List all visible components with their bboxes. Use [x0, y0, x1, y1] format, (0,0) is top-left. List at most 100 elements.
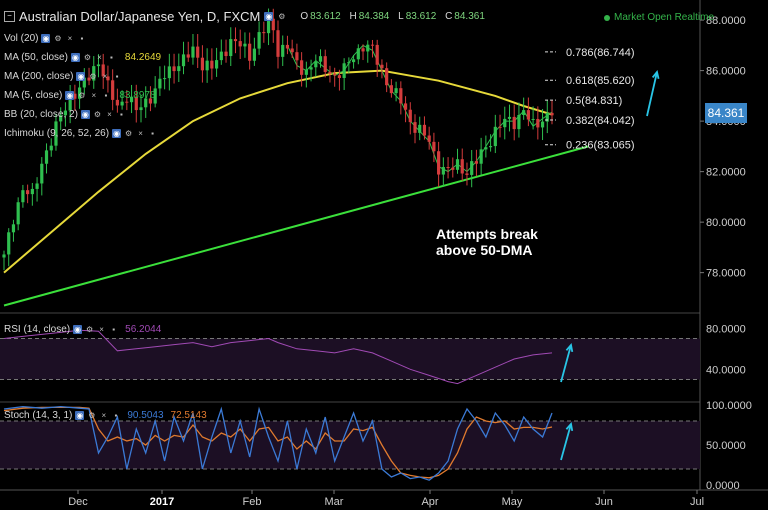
close-icon[interactable]: × — [102, 71, 108, 81]
candle-body — [314, 61, 318, 68]
indicator-row[interactable]: MA (50, close) ◉ ⚙ × ▪ 84.2649 — [4, 50, 161, 64]
candle-body — [82, 77, 86, 88]
more-icon[interactable]: ▪ — [120, 109, 123, 119]
time-axis-label: Feb — [243, 496, 262, 508]
candle-body — [333, 73, 337, 76]
candle-body — [77, 87, 82, 99]
candle-body — [366, 44, 370, 52]
more-icon[interactable]: ▪ — [104, 90, 108, 100]
indicator-row[interactable]: Vol (20) ◉ ⚙ × ▪ — [4, 31, 86, 45]
more-icon[interactable]: ▪ — [114, 411, 118, 420]
close-icon[interactable]: × — [107, 109, 112, 119]
candle-body — [370, 44, 375, 46]
more-icon[interactable]: ▪ — [151, 128, 154, 138]
stoch-label: Stoch (14, 3, 1) — [4, 410, 73, 421]
candle-body — [337, 75, 342, 78]
candlesticks — [2, 8, 554, 271]
more-icon[interactable]: ▪ — [115, 71, 119, 81]
eye-icon[interactable]: ◉ — [76, 71, 86, 81]
eye-icon[interactable]: ◉ — [112, 128, 122, 138]
trend-arrow-shaft — [560, 423, 572, 461]
eye-icon[interactable]: ◉ — [70, 52, 80, 62]
candle-body — [512, 116, 516, 130]
candle-body — [351, 59, 356, 63]
candle-body — [2, 254, 6, 258]
more-icon[interactable]: ▪ — [110, 52, 113, 62]
candle-body — [238, 41, 242, 47]
candle-body — [252, 48, 256, 61]
settings-icon[interactable]: ⚙ — [124, 128, 133, 138]
candle-body — [181, 54, 186, 67]
eye-icon[interactable]: ◉ — [75, 411, 85, 420]
indicator-row[interactable]: MA (5, close) ◉ ⚙ × ▪ 83.8978 — [4, 88, 156, 102]
candle-body — [21, 190, 25, 203]
candle-body — [432, 141, 436, 152]
close-icon[interactable]: × — [138, 128, 143, 138]
close-icon[interactable]: × — [101, 411, 107, 420]
trendline — [3, 145, 589, 307]
indicator-label: MA (5, close) — [4, 89, 63, 101]
settings-icon[interactable]: ⚙ — [278, 11, 286, 21]
fib-level-label: 0.786(86.744) — [566, 47, 635, 59]
rsi-value: 56.2044 — [125, 324, 162, 335]
rsi-band — [0, 338, 700, 380]
candle-body — [474, 161, 479, 164]
time-axis-label: Jul — [690, 496, 704, 508]
candle-body — [526, 110, 530, 120]
eye-icon[interactable]: ◉ — [73, 325, 83, 334]
close-icon[interactable]: × — [97, 52, 102, 62]
indicator-row[interactable]: BB (20, close, 2) ◉ ⚙ × ▪ — [4, 107, 126, 121]
candle-body — [59, 115, 63, 122]
candle-body — [266, 18, 271, 34]
candle-body — [389, 85, 393, 94]
settings-icon[interactable]: ⚙ — [83, 52, 91, 62]
eye-icon[interactable]: ◉ — [264, 11, 274, 21]
settings-icon[interactable]: ⚙ — [54, 33, 62, 43]
candle-body — [394, 88, 398, 94]
close-icon[interactable]: × — [67, 33, 73, 43]
candle-body — [328, 71, 332, 74]
candle-body — [106, 76, 110, 81]
settings-icon[interactable]: ⚙ — [78, 90, 86, 100]
close-icon[interactable]: × — [91, 90, 97, 100]
candle-body — [111, 80, 115, 100]
candle-body — [290, 48, 294, 53]
candle-body — [16, 202, 20, 225]
candle-body — [139, 107, 143, 111]
settings-icon[interactable]: ⚙ — [89, 71, 97, 81]
eye-icon[interactable]: ◉ — [41, 33, 51, 43]
eye-icon[interactable]: ◉ — [80, 109, 90, 119]
collapse-icon[interactable]: − — [4, 10, 15, 22]
time-axis-label: May — [502, 496, 523, 508]
candle-body — [285, 44, 290, 49]
settings-icon[interactable]: ⚙ — [88, 411, 96, 420]
price-axis-label: 78.0000 — [706, 268, 746, 280]
candle-body — [304, 69, 308, 75]
candle-body — [437, 151, 441, 175]
candle-body — [385, 68, 389, 86]
settings-icon[interactable]: ⚙ — [86, 325, 94, 334]
more-icon[interactable]: ▪ — [80, 33, 84, 43]
candle-body — [73, 93, 77, 99]
settings-icon[interactable]: ⚙ — [93, 109, 101, 119]
candle-body — [115, 99, 119, 106]
indicator-value: 83.8978 — [119, 89, 156, 101]
indicator-row[interactable]: Ichimoku (9, 26, 52, 26) ◉ ⚙ × ▪ — [4, 126, 157, 140]
candle-body — [101, 64, 105, 77]
candle-body — [92, 66, 96, 81]
fib-level-label: 0.382(84.042) — [566, 115, 635, 127]
indicator-value: 84.2649 — [124, 51, 162, 63]
candle-body — [35, 183, 39, 189]
more-icon[interactable]: ▪ — [112, 325, 116, 334]
candle-body — [408, 109, 412, 123]
rsi-band-fill — [0, 338, 700, 380]
indicator-row[interactable]: MA (200, close) ◉ ⚙ × ▪ — [4, 69, 121, 83]
rsi-line — [3, 329, 553, 385]
candle-body — [177, 66, 181, 72]
close-icon[interactable]: × — [99, 325, 104, 334]
eye-icon[interactable]: ◉ — [65, 90, 75, 100]
stoch-axis-label: 50.0000 — [706, 440, 746, 452]
candle-body — [465, 173, 469, 175]
candle-body — [427, 135, 431, 142]
trend-arrow-head — [565, 422, 574, 432]
